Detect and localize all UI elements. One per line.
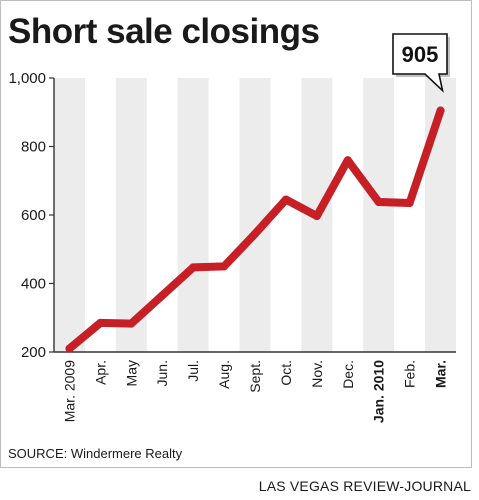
data-point	[436, 106, 445, 115]
x-tick-label: Jul.	[185, 360, 201, 382]
data-point	[374, 197, 383, 206]
column-band	[115, 78, 147, 352]
y-tick-label: 800	[21, 139, 46, 156]
y-tick-label: 400	[21, 276, 46, 293]
column-band	[239, 78, 271, 352]
y-tick-label: 600	[21, 207, 46, 224]
column-band	[425, 78, 456, 352]
x-tick-label: Dec.	[340, 360, 356, 389]
data-point	[251, 229, 259, 238]
x-tick-label: Mar. 2009	[61, 360, 77, 422]
data-point	[127, 319, 136, 328]
x-tick-label: Jan. 2010	[371, 360, 387, 423]
callout-label: 905	[402, 42, 439, 67]
chart-title: Short sale closings	[8, 12, 320, 51]
x-tick-label: Sept.	[247, 360, 263, 393]
x-tick-label: May	[123, 360, 139, 386]
data-point	[312, 212, 321, 221]
value-callout: 905	[392, 33, 450, 93]
y-tick-label: 1,000	[8, 70, 46, 87]
column-band	[54, 78, 85, 352]
x-tick-label: Apr.	[92, 360, 108, 385]
publisher-credit: LAS VEGAS REVIEW-JOURNAL	[258, 478, 471, 494]
x-tick-label: Mar.	[433, 360, 449, 388]
column-band	[177, 78, 209, 352]
source-note: SOURCE: Windermere Realty	[8, 446, 183, 461]
column-band	[363, 78, 395, 352]
chart-frame	[0, 0, 472, 468]
y-tick-label: 200	[21, 344, 46, 361]
data-point	[281, 195, 290, 204]
data-point	[189, 263, 198, 272]
data-point	[158, 291, 167, 300]
data-point	[65, 344, 74, 353]
column-bands	[54, 78, 456, 352]
x-tick-label: Jun.	[154, 360, 170, 386]
x-tick-label: Oct.	[278, 360, 294, 386]
data-point	[343, 156, 352, 165]
callout-box	[392, 33, 448, 93]
data-point	[220, 262, 229, 271]
x-tick-label: Aug.	[216, 360, 232, 389]
data-point	[405, 199, 414, 208]
x-tick-label: Nov.	[309, 360, 325, 388]
x-tick-label: Feb.	[402, 360, 418, 388]
data-point	[96, 318, 105, 327]
